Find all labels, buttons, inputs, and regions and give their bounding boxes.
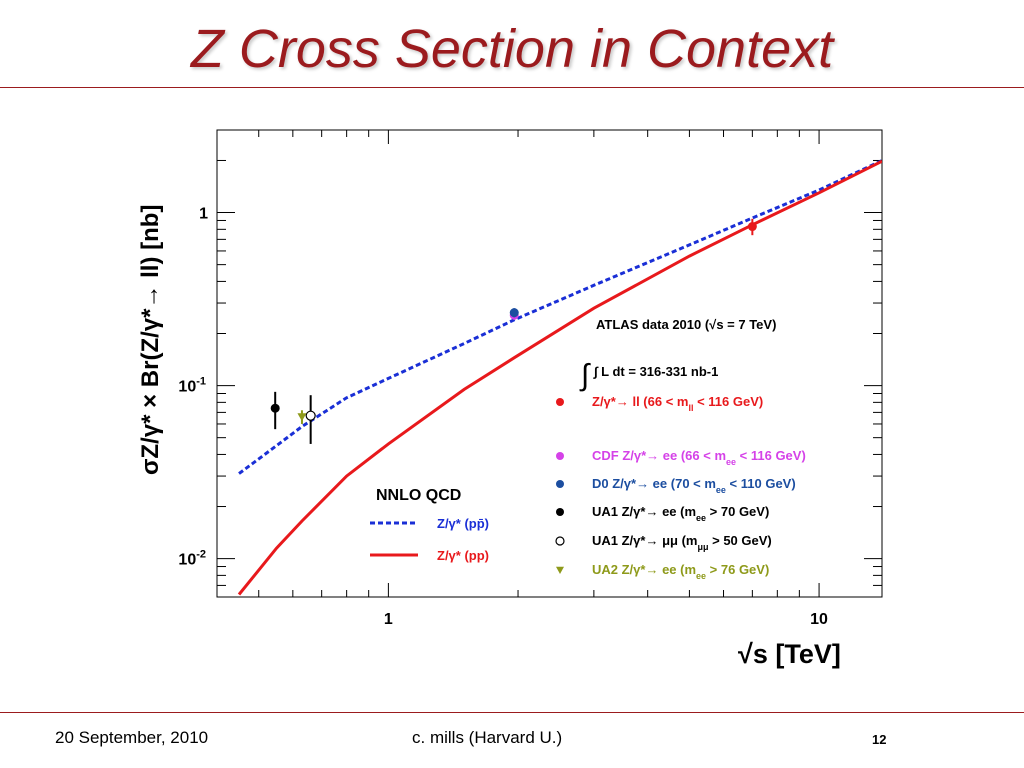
data-point bbox=[297, 413, 307, 422]
data-point bbox=[509, 308, 519, 318]
x-tick-label: 1 bbox=[384, 611, 393, 628]
legend-label: CDF Z/γ*→ ee (66 < mee < 116 GeV) bbox=[592, 448, 806, 467]
x-tick-label: 10 bbox=[810, 611, 828, 628]
theory-title: NNLO QCD bbox=[376, 487, 461, 504]
legend-label: D0 Z/γ*→ ee (70 < mee < 110 GeV) bbox=[592, 476, 796, 495]
slide-title: Z Cross Section in Context bbox=[190, 19, 834, 79]
lumi-annotation: ∫ L dt = 316-331 nb-1 bbox=[593, 364, 718, 379]
legend-label-ppbar: Z/γ* (pp̄) bbox=[437, 516, 489, 531]
legend-marker bbox=[556, 452, 564, 460]
legend-label: Z/γ*→ ll (66 < mll < 116 GeV) bbox=[592, 394, 763, 413]
y-tick-label: 10-1 bbox=[178, 376, 206, 396]
plot-frame bbox=[216, 129, 883, 598]
integral-icon: ∫ bbox=[579, 359, 591, 392]
legend-marker bbox=[556, 508, 564, 516]
y-tick-label: 10-2 bbox=[178, 549, 206, 569]
y-axis-label: σZ/γ* × Br(Z/γ*→ ll) [nb] bbox=[137, 205, 164, 475]
footer-author: c. mills (Harvard U.) bbox=[412, 728, 563, 747]
curve-ppbar bbox=[238, 159, 882, 475]
legend-label: UA1 Z/γ*→ μμ (mμμ > 50 GeV) bbox=[592, 533, 772, 552]
data-point bbox=[270, 403, 280, 413]
legend-marker bbox=[556, 398, 564, 406]
cross-section-chart: 1 10 1 10-1 10-2 ATLAS data 2010 (√s = 7 TeV… bbox=[137, 129, 883, 669]
y-tick-label: 1 bbox=[199, 206, 208, 223]
legend-marker bbox=[556, 480, 564, 488]
page-number: 12 bbox=[872, 732, 887, 747]
data-point bbox=[305, 410, 316, 421]
legend-label: UA1 Z/γ*→ ee (mee > 70 GeV) bbox=[592, 504, 769, 523]
footer-rule bbox=[0, 712, 1024, 713]
legend-label-pp: Z/γ* (pp) bbox=[437, 548, 489, 563]
title-rule bbox=[0, 87, 1024, 88]
footer-date: 20 September, 2010 bbox=[55, 728, 209, 747]
legend-marker bbox=[555, 536, 565, 546]
atlas-annotation: ATLAS data 2010 (√s = 7 TeV) bbox=[596, 317, 776, 332]
data-point bbox=[747, 222, 757, 232]
curve-pp bbox=[237, 159, 882, 596]
legend-label: UA2 Z/γ*→ ee (mee > 76 GeV) bbox=[592, 562, 769, 581]
x-axis-label: √s [TeV] bbox=[738, 639, 841, 669]
legend-marker bbox=[556, 566, 564, 574]
